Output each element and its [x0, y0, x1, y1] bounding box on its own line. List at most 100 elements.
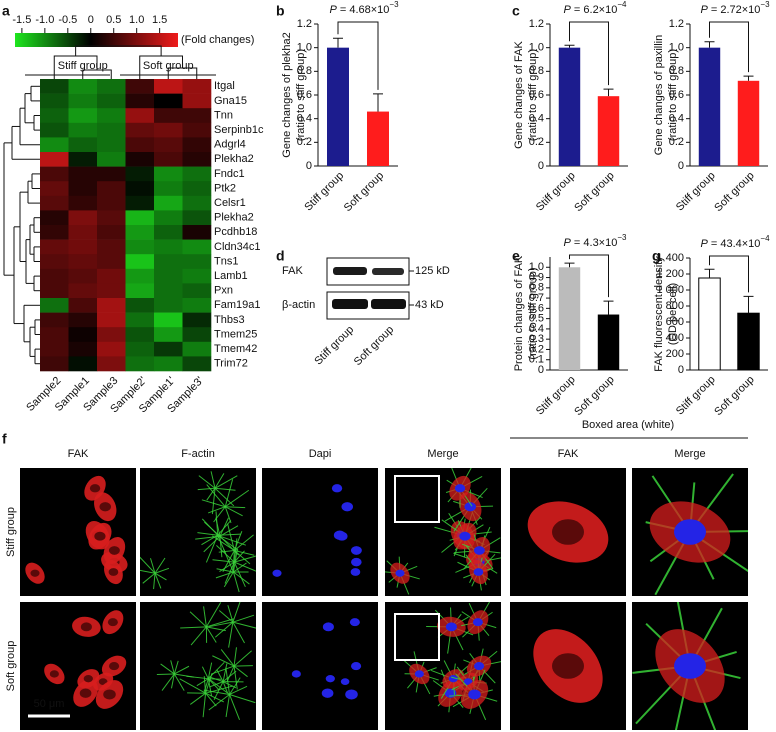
row-label: Trim72 [214, 358, 248, 370]
heatmap-cell [182, 93, 212, 109]
actin-fiber [232, 614, 255, 623]
heatmap-cell [182, 122, 212, 138]
heatmap-cell [68, 283, 98, 299]
blot-panel: d FAK β-actin 125 kD 43 kD Stiff group S… [276, 248, 450, 368]
actin-fiber [208, 676, 224, 683]
actin-fiber [210, 665, 235, 675]
heatmap-cell [154, 225, 183, 240]
error-bar [603, 300, 614, 315]
row-label: Pxn [214, 285, 233, 297]
heatmap-cell [154, 254, 183, 270]
heatmap-cell [97, 268, 126, 284]
heatmap-cell [68, 254, 98, 270]
heatmap-cell [97, 195, 126, 211]
y-tick-label: 800 [666, 300, 684, 312]
nucleus-shadow [108, 546, 120, 555]
heatmap-cell [68, 152, 98, 167]
nucleus [448, 675, 458, 683]
row-label: Thbs3 [214, 314, 245, 326]
actin-fiber [208, 678, 230, 695]
actin-fiber [218, 610, 234, 623]
row-label: Tmem42 [214, 343, 257, 355]
actin-fiber [229, 685, 248, 695]
actin-fiber [232, 621, 245, 644]
nucleus-shadow [107, 618, 118, 627]
y-tick-label: 400 [666, 332, 684, 344]
heatmap-cell [182, 210, 212, 226]
p-text: = 4.3×10 [571, 237, 618, 249]
p-stat: P [329, 4, 337, 16]
actin-fiber [197, 487, 216, 491]
actin-fiber [207, 678, 220, 690]
heatmap-cell [40, 298, 69, 313]
heatmap-cell [97, 356, 126, 372]
actin-fiber [206, 618, 234, 628]
p-exponent: −3 [617, 233, 627, 242]
heatmap-cell [182, 268, 212, 284]
heatmap-cell [40, 166, 69, 182]
y-tick-label: 1.2 [669, 18, 684, 30]
heatmap-cell [125, 225, 155, 240]
nucleus [474, 662, 485, 671]
actin-fiber [219, 535, 247, 546]
p-value: P = 43.4×10−4 [700, 234, 770, 250]
nucleus [472, 618, 483, 627]
heatmap-cell [40, 283, 69, 299]
row-label: Adgrl4 [214, 139, 246, 151]
actin-fiber [201, 666, 209, 679]
nucleus [459, 531, 471, 541]
blot-band [371, 299, 406, 309]
error-bar [704, 268, 715, 278]
heatmap-cell [97, 79, 126, 94]
row-header: Soft group [5, 641, 17, 692]
actin-fiber [225, 667, 230, 695]
heatmap-cell [125, 108, 155, 124]
heatmap-cell [40, 108, 69, 124]
p-text: = 6.2×10 [571, 4, 618, 16]
actin-fiber [208, 506, 226, 514]
actin-fiber [232, 602, 241, 623]
nucleus-shadow [79, 688, 92, 698]
heatmap-cell [182, 283, 212, 299]
bar [558, 47, 581, 166]
heatmap-cell [97, 181, 126, 197]
actin-fiber [213, 681, 224, 700]
heatmap-cell [154, 268, 183, 284]
blot-band [333, 267, 367, 275]
heatmap-cell [125, 152, 155, 167]
heatmap-cell [182, 195, 212, 211]
nucleus [350, 546, 362, 555]
nucleus [351, 662, 362, 671]
panel-letter: g [652, 248, 661, 264]
nucleus [395, 569, 405, 577]
heatmap-cell [68, 327, 98, 343]
heatmap-cell [154, 298, 183, 313]
heatmap-cell [40, 79, 69, 94]
heatmap-cell [40, 312, 69, 328]
actin-fiber [232, 550, 235, 574]
micrograph [20, 602, 136, 730]
nucleus-shadow [108, 568, 119, 576]
heatmap-cell [40, 195, 69, 211]
y-tick-label: 1.2 [297, 18, 312, 30]
error-bar [704, 41, 715, 48]
actin-fiber [171, 673, 175, 689]
nucleus-shadow [80, 622, 92, 632]
nucleus-shadow [552, 653, 584, 679]
heatmap-cell [154, 122, 183, 138]
actin-fiber [156, 673, 175, 676]
colorbar-label: (Fold changes) [181, 34, 254, 46]
heatmap-cell [40, 341, 69, 357]
row-label: Fndc1 [214, 168, 245, 180]
actin-fiber [150, 558, 156, 574]
x-tick-label: Soft group [572, 374, 616, 418]
micrograph-background [262, 468, 378, 596]
actin-fiber [233, 650, 252, 667]
nucleus [674, 653, 706, 679]
colorbar-tick-label: -0.5 [58, 14, 77, 26]
y-tick-label: 0.8 [529, 65, 544, 77]
heatmap-cell [68, 108, 98, 124]
y-tick-label: 0.4 [529, 323, 544, 335]
error-bar [743, 75, 754, 81]
y-tick-label: 0.6 [529, 89, 544, 101]
